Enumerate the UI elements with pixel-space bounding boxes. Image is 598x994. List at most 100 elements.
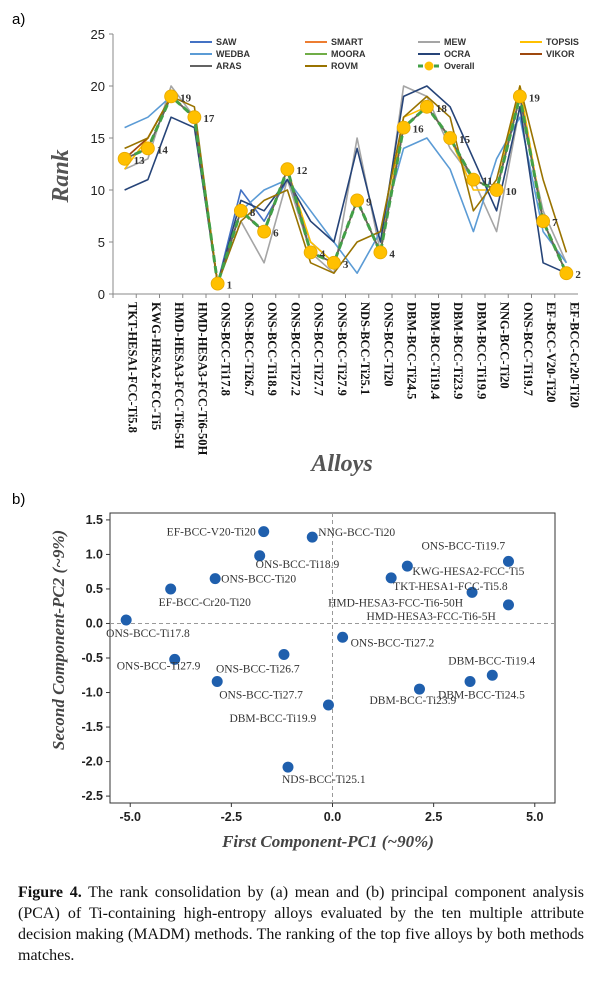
overall-marker [303,245,318,260]
pca-point [466,586,478,598]
pca-point [306,531,318,543]
pca-y-tick-label: -0.5 [81,651,103,665]
alloy-category-label: ONS-BCC-Ti27.7 [312,302,326,396]
overall-data-label: 4 [389,248,395,260]
pca-point-label: ONS-BCC-Ti27.2 [351,637,435,649]
overall-marker [350,193,365,208]
alloy-category-label: ONS-BCC-Ti27.9 [335,302,349,396]
rank-axis-title: Rank [48,149,74,203]
pc1-axis-title: First Component-PC1 (~90%) [221,832,434,851]
pca-point [486,669,498,681]
alloy-category-label: EF-BCC-Cr20-Ti20 [567,302,581,408]
pca-point [169,653,181,665]
legend-marker-overall [424,61,434,71]
rank-y-tick-label: 20 [91,79,105,94]
pca-scatter-chart: b) -5.0 -2.5 0.0 2.5 5.0 1.5 1.0 0.5 0.0 -0.5 -1.0… [12,491,556,851]
pca-point-label: HMD-HESA3-FCC-Ti6-50H [328,597,463,609]
pca-point-label: EF-BCC-V20-Ti20 [167,527,256,539]
pca-point-label: TKT-HESA1-FCC-Ti5.8 [393,581,508,593]
overall-marker [559,266,574,281]
overall-data-label: 8 [250,207,256,219]
overall-data-label: 10 [506,186,518,198]
pca-point [401,560,413,572]
alloy-category-label: DBM-BCC-Ti23.9 [451,302,465,399]
alloy-category-label: ONS-BCC-Ti27.2 [288,302,302,396]
overall-data-label: 18 [436,103,448,115]
overall-data-label: 14 [157,144,169,156]
overall-marker [536,214,551,229]
pca-point-label: ONS-BCC-Ti27.7 [219,689,303,701]
alloy-category-label: TKT-HESA1-FCC-Ti5.8 [126,302,140,433]
overall-marker [396,120,411,135]
pca-point-label: DBM-BCC-Ti24.5 [438,689,525,701]
overall-marker [489,183,504,197]
pca-point [278,649,290,661]
legend-label-mew: MEW [444,37,467,47]
pca-y-tick-label: -2.5 [81,789,103,803]
pca-y-tick-label: -2.0 [81,755,103,769]
overall-marker [419,99,434,114]
alloy-category-label: KWG-HESA2-FCC-Ti5 [149,302,163,430]
pca-y-tick-label: 1.5 [86,513,103,527]
pc2-axis-title: Second Component-PC2 (~9%) [49,530,68,750]
pca-point-label: ONS-BCC-Ti17.8 [106,628,190,640]
overall-data-label: 9 [366,196,372,208]
legend-label-smart: SMART [331,37,363,47]
overall-markers [117,89,574,291]
pca-point [254,550,266,562]
overall-marker [140,141,155,156]
legend-label-vikor: VIKOR [546,49,575,59]
pca-x-tick-label: 0.0 [324,810,341,824]
alloy-category-label: DBM-BCC-Ti19.4 [428,302,442,400]
pca-point [502,555,514,567]
panel-a-label: a) [12,11,25,28]
overall-marker [233,203,248,218]
overall-marker [117,151,132,166]
pca-point [282,761,294,773]
rank-y-tick-label: 25 [91,27,105,42]
pca-x-tick-label: 5.0 [526,810,543,824]
overall-data-label: 12 [296,165,308,177]
overall-data-label: 13 [134,155,146,167]
pca-point [385,572,397,584]
figure-caption: Figure 4. The rank consolidation by (a) … [18,882,584,966]
alloy-category-label: HMD-HESA3-FCC-Ti6-5H [172,302,186,449]
overall-marker [326,255,341,270]
rank-y-tick-label: 0 [98,287,105,302]
overall-marker [443,131,458,145]
overall-marker [512,89,527,104]
pca-point [209,573,221,585]
pca-point-label: NNG-BCC-Ti20 [318,527,395,539]
pca-point-label: DBM-BCC-Ti19.4 [448,655,535,667]
alloy-category-labels: TKT-HESA1-FCC-Ti5.8 KWG-HESA2-FCC-Ti5 HMD-… [126,302,582,456]
rank-y-tick-label: 5 [98,235,105,250]
overall-data-label: 7 [552,217,558,229]
pca-point-label: ONS-BCC-Ti20 [221,574,296,586]
pca-y-tick-label: 1.0 [86,547,103,561]
pca-x-tick-label: 2.5 [425,810,442,824]
alloy-category-label: DBM-BCC-Ti19.9 [474,302,488,399]
alloy-category-label: ONS-BCC-Ti19.7 [521,302,535,396]
overall-marker [466,172,481,187]
legend-label-moora: MOORA [331,49,366,59]
pca-point-label: HMD-HESA3-FCC-Ti6-5H [366,611,495,623]
overall-marker [210,276,225,291]
pca-x-tick-label: -5.0 [119,810,141,824]
legend-label-ocra: OCRA [444,49,471,59]
overall-data-label: 19 [180,92,192,104]
overall-data-label: 16 [413,124,425,136]
pca-point [413,683,425,695]
overall-data-label: 3 [343,259,349,271]
pca-point-label: KWG-HESA2-FCC-Ti5 [412,566,524,578]
pca-y-tick-label: -1.0 [81,686,103,700]
alloy-category-label: ONS-BCC-Ti20 [381,302,395,387]
pca-point-label: EF-BCC-Cr20-Ti20 [159,597,251,609]
pca-y-tick-label: 0.0 [86,616,103,630]
overall-data-label: 11 [482,176,492,188]
pca-point [165,583,177,595]
alloy-category-label: ONS-BCC-Ti26.7 [242,302,256,396]
alloy-category-label: HMD-HESA3-FCC-Ti6-50H [195,302,209,456]
pca-y-tick-label: -1.5 [81,720,103,734]
pca-point-label: ONS-BCC-Ti26.7 [216,664,300,676]
